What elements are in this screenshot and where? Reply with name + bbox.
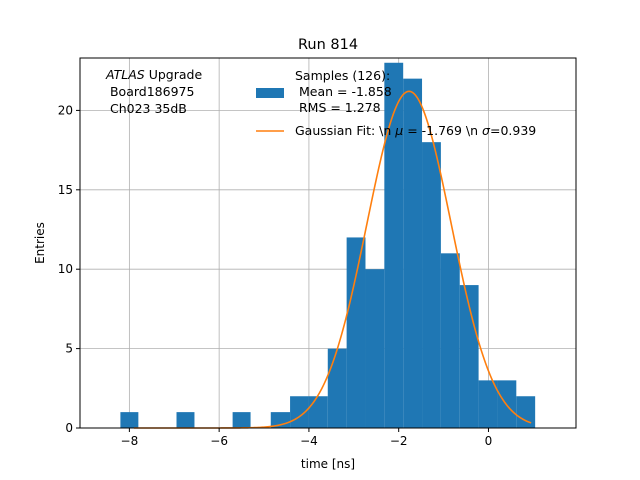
chart-title: Run 814 xyxy=(298,37,358,53)
y-axis-ticks: 0 5 10 15 20 xyxy=(58,103,80,435)
y-axis-label: Entries xyxy=(33,222,47,264)
histogram-bar xyxy=(440,253,460,428)
legend-mean: Mean = -1.858 xyxy=(295,84,392,99)
legend: Samples (126): Mean = -1.858 RMS = 1.278… xyxy=(256,68,536,138)
x-tick-label: −4 xyxy=(300,434,318,448)
histogram-bar xyxy=(384,62,404,428)
histogram-bar xyxy=(346,237,366,428)
histogram-bar xyxy=(516,396,536,428)
legend-rms: RMS = 1.278 xyxy=(295,100,381,115)
x-tick-label: 0 xyxy=(485,434,493,448)
histogram-bar xyxy=(459,285,479,428)
legend-fit-label: Gaussian Fit: \n μ = -1.769 \n σ=0.939 xyxy=(295,123,536,138)
legend-samples-title: Samples (126): xyxy=(295,68,390,83)
atlas-annotation: ATLAS Upgrade Board186975 Ch023 35dB xyxy=(105,67,202,116)
annotation-line-1: ATLAS Upgrade xyxy=(105,67,202,82)
y-tick-label: 0 xyxy=(65,421,73,435)
histogram-bar xyxy=(308,396,328,428)
histogram-bar xyxy=(120,412,139,428)
histogram-bar xyxy=(365,269,385,428)
histogram-bar xyxy=(422,142,441,428)
histogram-bar xyxy=(232,412,251,428)
y-tick-label: 15 xyxy=(58,183,73,197)
histogram-bar xyxy=(478,380,498,428)
annotation-line-3: Ch023 35dB xyxy=(106,101,187,116)
histogram-bars xyxy=(120,62,536,429)
histogram-bar xyxy=(176,412,195,428)
y-tick-label: 10 xyxy=(58,262,73,276)
histogram-bar xyxy=(403,78,423,429)
x-tick-label: −2 xyxy=(390,434,408,448)
y-tick-label: 20 xyxy=(58,103,73,117)
y-tick-label: 5 xyxy=(65,342,73,356)
x-tick-label: −6 xyxy=(210,434,228,448)
legend-bars-swatch xyxy=(256,88,284,98)
plot-frame xyxy=(79,57,577,429)
histogram-bar xyxy=(290,396,309,428)
x-tick-label: −8 xyxy=(121,434,139,448)
x-axis-label: time [ns] xyxy=(301,457,355,471)
x-axis-ticks: −8 −6 −4 −2 0 xyxy=(121,428,493,448)
histogram-bar xyxy=(327,348,347,428)
annotation-line-2: Board186975 xyxy=(106,84,194,99)
